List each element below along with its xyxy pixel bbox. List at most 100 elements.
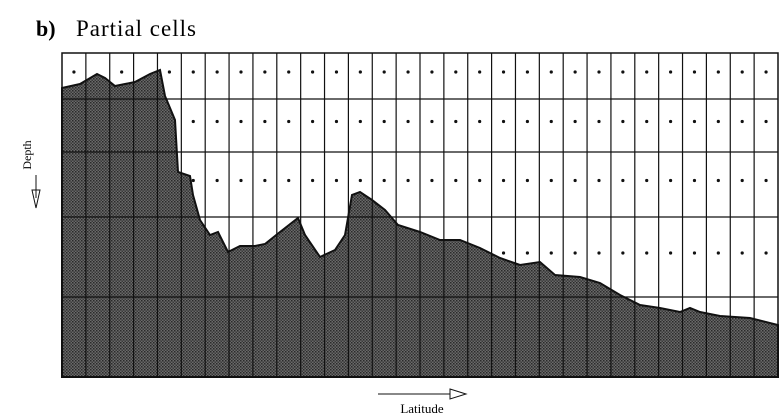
cell-dot <box>501 70 506 74</box>
cell-dot <box>692 251 697 255</box>
cell-dot <box>311 119 315 124</box>
cell-dot <box>454 119 458 124</box>
cell-dot <box>621 251 625 255</box>
cell-dot <box>334 119 339 124</box>
cell-dot <box>525 70 530 74</box>
cell-dot <box>573 178 577 183</box>
cell-dot <box>239 178 243 183</box>
x-axis-label: Latitude <box>400 401 444 416</box>
cell-dot <box>454 178 458 183</box>
cell-dot <box>716 119 720 124</box>
cell-dot <box>430 119 434 124</box>
cell-dot <box>716 251 720 255</box>
cell-dot <box>215 178 219 183</box>
cell-dot <box>549 251 553 255</box>
cell-dot <box>263 70 267 74</box>
cell-dot <box>191 70 195 74</box>
cell-dot <box>621 178 625 183</box>
cell-dot <box>645 251 649 255</box>
cell-dot <box>167 70 171 74</box>
cell-dot <box>287 70 291 74</box>
cell-dot <box>430 70 434 74</box>
cell-dot <box>669 119 673 124</box>
cell-dot <box>573 119 577 124</box>
cell-dot <box>764 178 768 183</box>
cell-dot <box>382 70 386 74</box>
cell-dot <box>764 70 768 74</box>
cell-dot <box>311 178 315 183</box>
cell-dot <box>645 70 649 74</box>
title: Partial cells <box>76 16 197 41</box>
cell-dot <box>263 119 267 124</box>
cell-dot <box>191 119 195 124</box>
cell-dot <box>597 70 601 74</box>
cell-dot <box>311 70 315 74</box>
cell-dot <box>239 119 243 124</box>
cell-dot <box>597 119 601 124</box>
cell-dot <box>740 119 744 124</box>
cell-dot <box>716 178 720 183</box>
cell-dot <box>406 70 410 74</box>
cell-dot <box>692 178 697 183</box>
cell-dot <box>549 70 553 74</box>
grid <box>62 53 778 377</box>
cell-dot <box>430 178 434 183</box>
cell-dot <box>549 119 553 124</box>
cell-dot <box>287 119 291 124</box>
cell-dot <box>645 178 649 183</box>
cell-dot <box>478 119 482 124</box>
cell-dot <box>621 70 625 74</box>
frame <box>61 52 779 378</box>
cell-dot <box>120 70 124 74</box>
cell-dot <box>645 119 649 124</box>
cell-dot <box>382 178 386 183</box>
cell-dot <box>669 251 673 255</box>
cell-dot <box>501 251 506 255</box>
cell-dot <box>72 70 76 74</box>
cell-dot <box>358 70 362 74</box>
cell-dot <box>573 70 577 74</box>
cell-dot <box>382 119 386 124</box>
cell-dot <box>358 178 362 183</box>
y-axis-label: Depth <box>20 140 34 169</box>
cell-dot <box>287 178 291 183</box>
cell-dot <box>740 70 744 74</box>
cell-dot <box>692 70 697 74</box>
cell-dot <box>597 178 601 183</box>
cell-dot <box>549 178 553 183</box>
cell-dot <box>191 178 195 183</box>
x-axis-arrow <box>378 388 468 400</box>
cell-dot <box>716 70 720 74</box>
cell-dot <box>501 119 506 124</box>
cell-dot <box>501 178 506 183</box>
cell-dot <box>764 119 768 124</box>
cell-dot <box>621 119 625 124</box>
cell-dot <box>334 70 339 74</box>
cell-dot <box>239 70 243 74</box>
cell-dot <box>454 70 458 74</box>
cell-dot <box>740 178 744 183</box>
cell-dot <box>597 251 601 255</box>
panel-label: b) <box>36 16 56 41</box>
cell-dot <box>525 178 530 183</box>
cell-centers <box>72 70 768 255</box>
cell-dot <box>764 251 768 255</box>
cell-dot <box>525 251 530 255</box>
topography <box>61 68 779 378</box>
cell-dot <box>478 178 482 183</box>
cell-dot <box>215 119 219 124</box>
cell-dot <box>334 178 339 183</box>
cell-dot <box>573 251 577 255</box>
cell-dot <box>406 119 410 124</box>
cell-dot <box>406 178 410 183</box>
cell-dot <box>263 178 267 183</box>
cell-dot <box>215 70 219 74</box>
cell-dot <box>358 119 362 124</box>
cell-dot <box>669 70 673 74</box>
cell-dot <box>740 251 744 255</box>
cell-dot <box>692 119 697 124</box>
cell-dot <box>478 70 482 74</box>
cell-dot <box>525 119 530 124</box>
